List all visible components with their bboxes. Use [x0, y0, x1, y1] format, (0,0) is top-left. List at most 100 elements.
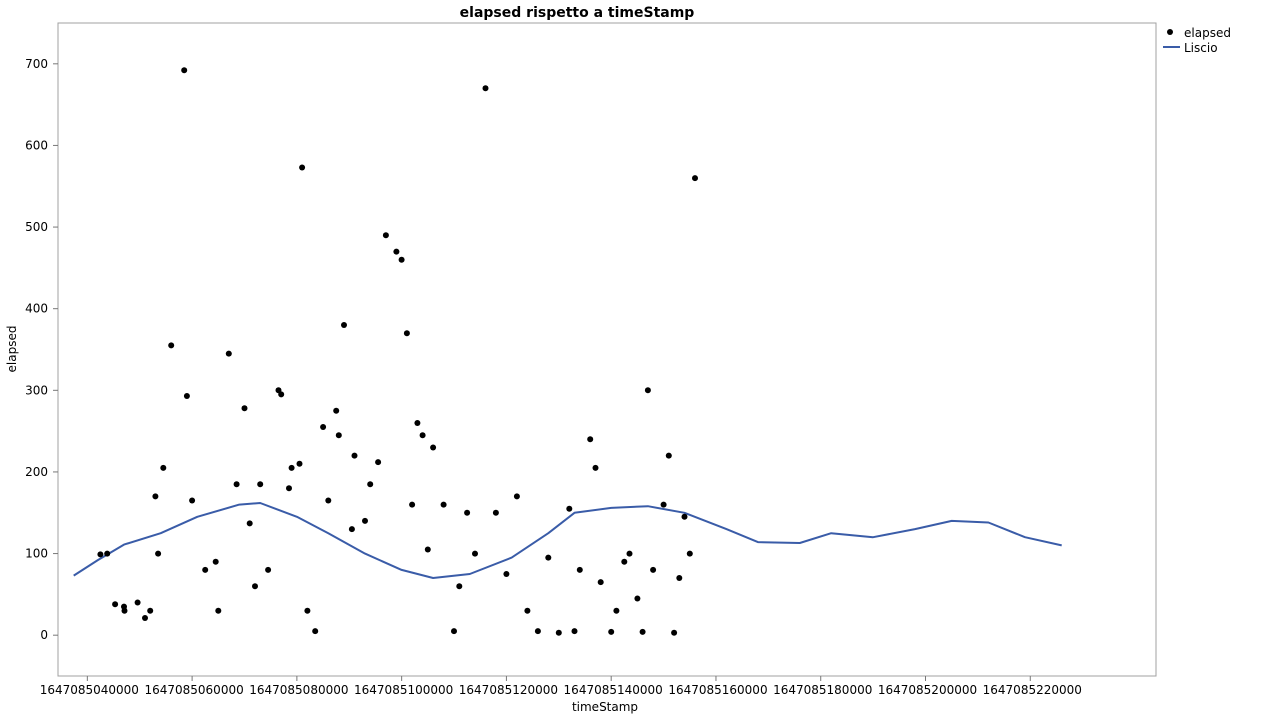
- scatter-point: [147, 607, 154, 614]
- scatter-point: [312, 628, 319, 635]
- scatter-point: [97, 551, 104, 558]
- scatter-point: [414, 420, 421, 426]
- scatter-point: [440, 501, 447, 508]
- legend: elapsed Liscio: [1163, 26, 1231, 55]
- scatter-point: [571, 628, 578, 635]
- scatter-point: [393, 248, 400, 255]
- scatter-point: [451, 628, 457, 635]
- scatter-point: [639, 628, 646, 635]
- scatter-point: [545, 554, 552, 561]
- y-tick-label: 400: [25, 302, 48, 316]
- scatter-point: [134, 599, 141, 606]
- scatter-point: [409, 501, 416, 508]
- x-tick-label: 1647085140000: [564, 683, 663, 697]
- scatter-point: [341, 322, 347, 328]
- scatter-point: [566, 505, 573, 512]
- scatter-point: [555, 629, 562, 636]
- y-tick-label: 0: [40, 628, 48, 642]
- scatter-point: [104, 550, 111, 557]
- x-tick-label: 1647085040000: [40, 683, 139, 697]
- scatter-point: [419, 432, 426, 439]
- y-tick-label: 100: [25, 547, 48, 561]
- scatter-point: [513, 493, 520, 500]
- x-tick-label: 1647085060000: [144, 683, 243, 697]
- scatter-point: [634, 595, 641, 602]
- scatter-point: [296, 460, 303, 467]
- scatter-point: [592, 464, 599, 471]
- scatter-point: [464, 509, 471, 516]
- scatter-point: [644, 387, 651, 394]
- scatter-point: [212, 558, 219, 565]
- scatter-point: [492, 509, 499, 516]
- scatter-point: [686, 550, 693, 557]
- scatter-point: [142, 615, 148, 621]
- scatter-point: [681, 513, 688, 520]
- y-tick-label: 300: [25, 383, 48, 397]
- scatter-point: [202, 566, 209, 573]
- scatter-point: [304, 607, 311, 614]
- scatter-point: [278, 391, 285, 398]
- scatter-point: [367, 481, 374, 488]
- chart-title: elapsed rispetto a timeStamp: [460, 5, 695, 21]
- scatter-point: [246, 520, 253, 527]
- scatter-point: [692, 175, 698, 182]
- scatter-point: [168, 342, 175, 349]
- scatter-point: [613, 607, 620, 614]
- plot-frame: [57, 22, 1157, 677]
- scatter-point: [335, 432, 342, 439]
- x-tick-label: 1647085200000: [878, 683, 977, 697]
- scatter-point: [671, 629, 678, 636]
- scatter-point: [503, 571, 510, 577]
- scatter-point: [456, 583, 463, 590]
- y-tick-label: 200: [25, 465, 48, 479]
- scatter-series: [97, 67, 698, 636]
- y-tick-label: 700: [25, 57, 48, 71]
- y-axis-title: elapsed: [5, 326, 19, 373]
- scatter-point: [626, 550, 633, 557]
- x-axis-title: timeStamp: [572, 700, 638, 714]
- scatter-point: [382, 232, 389, 239]
- legend-label-elapsed: elapsed: [1184, 26, 1231, 40]
- scatter-point: [348, 526, 355, 533]
- scatter-point: [665, 452, 672, 459]
- scatter-point: [112, 601, 119, 608]
- scatter-point: [424, 546, 431, 553]
- scatter-point: [576, 566, 583, 573]
- scatter-point: [587, 436, 594, 443]
- y-axis: 0 100 200 300 400 500 600 700: [25, 57, 58, 642]
- scatter-point: [225, 350, 232, 357]
- scatter-point: [472, 550, 478, 557]
- scatter-point: [534, 628, 541, 635]
- scatter-point: [403, 330, 410, 337]
- x-tick-label: 1647085220000: [983, 683, 1082, 697]
- scatter-point: [482, 85, 489, 92]
- x-tick-label: 1647085100000: [354, 683, 453, 697]
- scatter-point: [430, 444, 437, 451]
- scatter-point: [121, 607, 128, 614]
- scatter-point: [524, 607, 531, 614]
- scatter-point: [215, 607, 222, 614]
- scatter-point: [288, 464, 295, 471]
- scatter-point: [351, 452, 358, 459]
- scatter-point: [621, 558, 628, 565]
- scatter-point: [181, 67, 188, 74]
- scatter-point: [252, 583, 258, 590]
- scatter-point: [676, 575, 683, 581]
- scatter-point: [189, 497, 196, 504]
- scatter-point: [233, 481, 240, 488]
- scatter-point: [265, 566, 272, 573]
- scatter-point: [286, 485, 292, 492]
- scatter-point: [183, 393, 190, 399]
- scatter-point: [597, 579, 604, 586]
- scatter-point: [155, 550, 162, 557]
- scatter-point: [375, 459, 382, 466]
- legend-label-liscio: Liscio: [1184, 41, 1218, 55]
- scatter-point: [333, 407, 340, 414]
- scatter-point: [325, 497, 332, 504]
- x-tick-label: 1647085120000: [459, 683, 558, 697]
- legend-dot-elapsed: [1167, 29, 1173, 35]
- x-axis: 1647085040000 1647085060000 1647085080000 1…: [40, 676, 1082, 697]
- scatter-point: [362, 517, 368, 524]
- scatter-point: [320, 424, 327, 430]
- y-tick-label: 600: [25, 138, 48, 152]
